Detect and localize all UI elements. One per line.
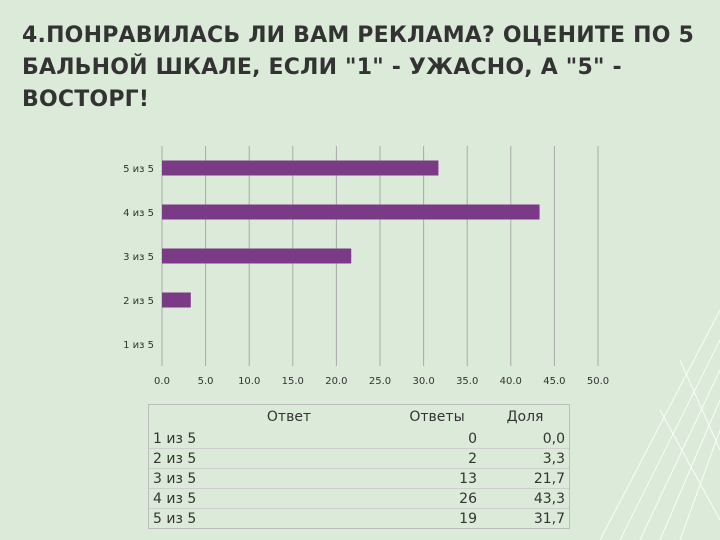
x-tick-label: 25.0	[369, 376, 391, 387]
y-category-label: 5 из 5	[123, 164, 154, 175]
bar	[162, 292, 191, 308]
x-tick-label: 50.0	[587, 376, 609, 387]
cell-responses: 13	[393, 468, 481, 489]
cell-share: 0,0	[481, 429, 570, 449]
results-table: Ответ Ответы Доля 1 из 5 0 0,0 2 из 5 2 …	[148, 404, 570, 529]
cell-share: 31,7	[481, 508, 570, 529]
table-header-row: Ответ Ответы Доля	[148, 404, 570, 429]
cell-answer: 2 из 5	[148, 448, 393, 469]
y-category-label: 1 из 5	[123, 340, 154, 351]
bar	[162, 248, 352, 264]
x-tick-label: 45.0	[543, 376, 565, 387]
header-share: Доля	[481, 404, 570, 429]
table-row: 4 из 5 26 43,3	[148, 488, 570, 509]
cell-share: 43,3	[481, 488, 570, 509]
x-tick-label: 40.0	[500, 376, 522, 387]
x-tick-label: 10.0	[238, 376, 260, 387]
cell-share: 21,7	[481, 468, 570, 489]
table-row: 3 из 5 13 21,7	[148, 468, 570, 489]
x-tick-label: 5.0	[198, 376, 214, 387]
slide-title: 4.Понравилась ли вам реклама? Оцените по…	[22, 23, 694, 112]
x-tick-label: 0.0	[154, 376, 170, 387]
x-tick-label: 30.0	[412, 376, 434, 387]
x-tick-label: 15.0	[282, 376, 304, 387]
table-row: 1 из 5 0 0,0	[148, 429, 570, 449]
cell-answer: 3 из 5	[148, 468, 393, 489]
table-row: 5 из 5 19 31,7	[148, 508, 570, 529]
bar	[162, 160, 439, 176]
cell-answer: 5 из 5	[148, 508, 393, 529]
bar-chart: 0.0 5.0 10.0 15.0 20.0 25.0 30.0 35.0 40.0 45.0 50…	[123, 146, 609, 387]
header-responses: Ответы	[393, 404, 481, 429]
cell-responses: 2	[393, 448, 481, 469]
x-tick-label: 20.0	[325, 376, 347, 387]
bar	[162, 204, 540, 220]
y-category-label: 2 из 5	[123, 296, 154, 307]
y-category-label: 3 из 5	[123, 252, 154, 263]
corner-decoration	[600, 309, 720, 540]
x-tick-label: 35.0	[456, 376, 478, 387]
cell-answer: 1 из 5	[148, 429, 393, 449]
cell-answer: 4 из 5	[148, 488, 393, 509]
cell-responses: 19	[393, 508, 481, 529]
table-row: 2 из 5 2 3,3	[148, 448, 570, 469]
y-category-label: 4 из 5	[123, 208, 154, 219]
cell-share: 3,3	[481, 448, 570, 469]
cell-responses: 0	[468, 430, 477, 447]
header-answer: Ответ	[148, 404, 393, 429]
cell-responses: 26	[393, 488, 481, 509]
